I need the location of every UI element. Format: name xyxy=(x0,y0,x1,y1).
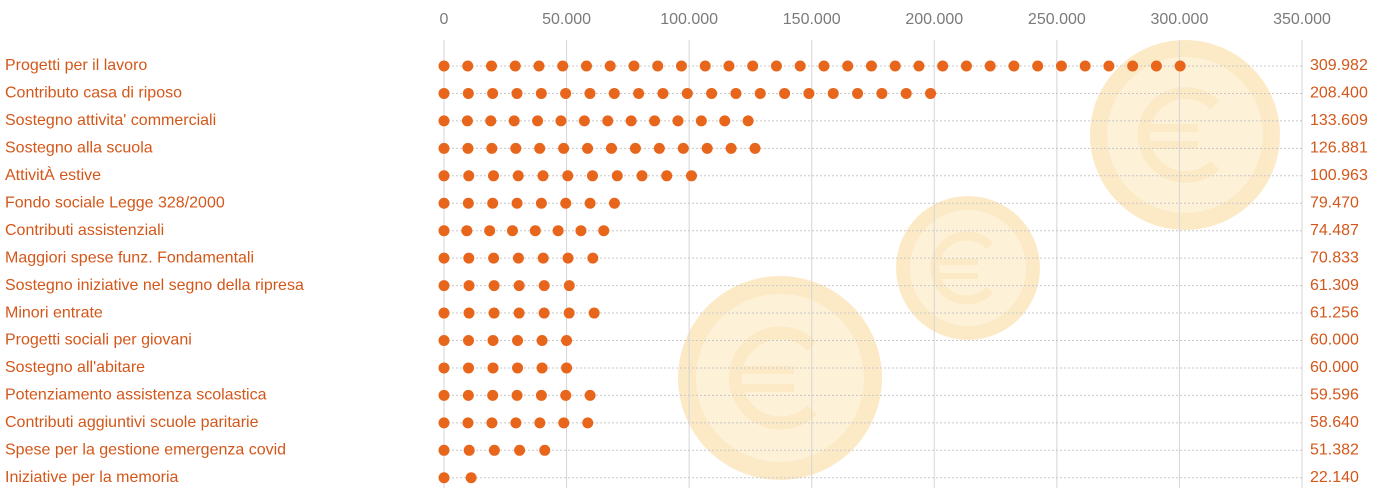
category-label: AttivitÀ estive xyxy=(5,165,101,184)
x-tick-label: 100.000 xyxy=(660,11,718,28)
x-tick-label: 350.000 xyxy=(1273,11,1331,28)
value-label: 61.256 xyxy=(1310,304,1359,321)
category-label: Iniziative per la memoria xyxy=(5,469,179,486)
category-label: Fondo sociale Legge 328/2000 xyxy=(5,194,225,211)
category-label: Progetti per il lavoro xyxy=(5,57,147,74)
category-label: Potenziamento assistenza scolastica xyxy=(5,387,267,404)
x-tick-label: 200.000 xyxy=(905,11,963,28)
category-label: Contributi assistenziali xyxy=(5,222,164,239)
value-label: 61.309 xyxy=(1310,277,1359,294)
value-label: 79.470 xyxy=(1310,194,1359,211)
category-label: Sostegno all'abitare xyxy=(5,359,145,376)
value-label: 60.000 xyxy=(1310,332,1359,349)
category-label: Sostegno iniziative nel segno della ripr… xyxy=(5,277,304,294)
category-label: Sostegno alla scuola xyxy=(5,140,153,157)
value-label: 22.140 xyxy=(1310,469,1359,486)
value-label: 60.000 xyxy=(1310,359,1359,376)
x-tick-label: 250.000 xyxy=(1028,11,1086,28)
category-label: Sostegno attivita' commerciali xyxy=(5,112,216,129)
coin-decoration xyxy=(678,40,1280,480)
value-label: 51.382 xyxy=(1310,442,1359,459)
value-label: 100.963 xyxy=(1310,167,1368,184)
x-tick-label: 300.000 xyxy=(1151,11,1209,28)
value-label: 58.640 xyxy=(1310,414,1359,431)
value-label: 208.400 xyxy=(1310,85,1368,102)
category-label: Minori entrate xyxy=(5,304,103,321)
category-label: Maggiori spese funz. Fondamentali xyxy=(5,249,254,266)
value-label: 70.833 xyxy=(1310,249,1359,266)
value-label: 59.596 xyxy=(1310,387,1359,404)
value-label: 133.609 xyxy=(1310,112,1368,129)
value-label: 74.487 xyxy=(1310,222,1359,239)
value-label: 309.982 xyxy=(1310,57,1368,74)
category-label: Progetti sociali per giovani xyxy=(5,332,192,349)
category-label: Spese per la gestione emergenza covid xyxy=(5,442,286,459)
value-label: 126.881 xyxy=(1310,140,1368,157)
category-label: Contributo casa di riposo xyxy=(5,85,182,102)
x-tick-label: 150.000 xyxy=(783,11,841,28)
category-label: Contributi aggiuntivi scuole paritarie xyxy=(5,414,259,431)
x-tick-label: 0 xyxy=(440,11,449,28)
x-tick-label: 50.000 xyxy=(542,11,591,28)
